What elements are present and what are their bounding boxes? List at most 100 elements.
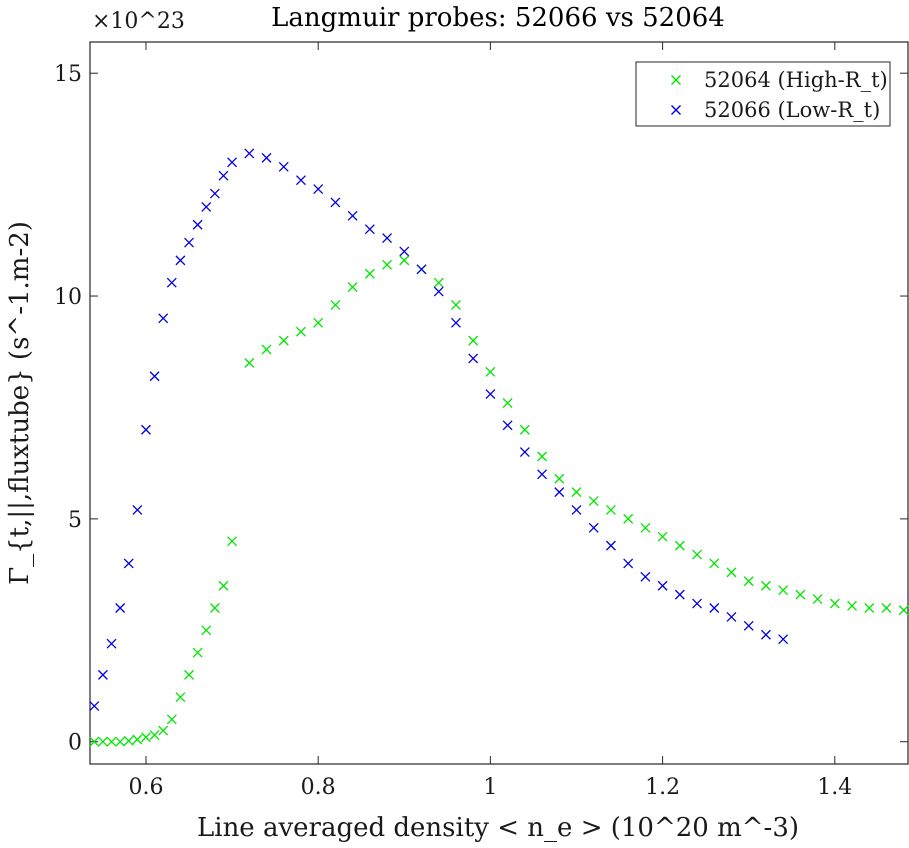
data-point (760, 629, 771, 640)
data-point (778, 585, 789, 596)
data-point (313, 317, 324, 328)
data-point (261, 152, 272, 163)
data-point (571, 487, 582, 498)
data-point (502, 398, 513, 408)
y-axis-label: Γ_{t,||,fluxtube} (s^-1.m-2) (5, 221, 35, 585)
data-point (330, 197, 341, 208)
legend-box (635, 61, 891, 127)
data-point (166, 277, 177, 288)
data-point (175, 255, 186, 266)
data-point (554, 473, 565, 484)
legend-label: 52064 (High-R_t) (704, 68, 888, 92)
data-point (218, 170, 229, 181)
data-point (571, 505, 582, 515)
data-point (795, 589, 806, 600)
data-point (674, 540, 685, 551)
data-point (123, 558, 134, 569)
legend-marker (671, 105, 681, 115)
data-point (106, 736, 117, 747)
legend-label: 52066 (Low-R_t) (704, 98, 880, 122)
data-point (416, 264, 427, 275)
data-point (278, 161, 289, 172)
data-point (588, 496, 599, 507)
series-0 (89, 255, 909, 747)
data-point (692, 598, 703, 609)
data-point (657, 531, 668, 542)
data-point (743, 576, 754, 587)
data-point (295, 175, 306, 186)
data-point (313, 184, 324, 195)
axis-ticks: 0.6 0.8 1 1.2 1.4 0 5 10 15 (54, 42, 908, 800)
data-point (132, 734, 143, 745)
data-point (778, 634, 789, 645)
data-point (709, 558, 720, 569)
legend-entries: 52064 (High-R_t) 52066 (Low-R_t) (671, 68, 888, 122)
data-point (468, 353, 479, 364)
data-point (485, 389, 496, 400)
data-point (201, 201, 212, 212)
data-point (588, 522, 599, 533)
data-point (149, 730, 160, 740)
data-point (829, 598, 840, 609)
data-point (847, 600, 857, 611)
data-point (382, 259, 393, 270)
data-point (295, 326, 306, 337)
data-point (364, 224, 375, 235)
data-point (399, 255, 410, 266)
data-point (433, 286, 444, 297)
data-point (537, 451, 548, 462)
data-point (244, 148, 255, 159)
data-point (485, 366, 496, 377)
data-point (692, 549, 703, 560)
data-point (623, 558, 634, 569)
data-point (166, 714, 177, 725)
data-point (115, 603, 126, 613)
legend: 52064 (High-R_t) 52066 (Low-R_t) (635, 61, 891, 127)
data-point (502, 420, 513, 431)
data-point (726, 611, 737, 622)
data-point (244, 357, 255, 368)
data-point (347, 210, 358, 221)
data-point (201, 625, 212, 636)
plot-area (89, 41, 909, 765)
data-point (605, 540, 616, 551)
data-point (132, 505, 143, 515)
data-point (123, 735, 134, 746)
data-point (192, 219, 203, 230)
data-point (278, 335, 289, 346)
data-point (89, 701, 100, 712)
y-exponent-label: ×10^23 (92, 9, 185, 34)
data-point (209, 188, 220, 199)
data-point (175, 692, 186, 703)
data-point (141, 732, 151, 743)
data-point (106, 638, 117, 649)
data-point (89, 736, 100, 747)
x-axis-label: Line averaged density < n_e > (10^20 m^-… (197, 813, 799, 843)
data-point (382, 233, 393, 244)
data-point (519, 424, 530, 435)
data-point (261, 344, 272, 355)
data-point (184, 669, 194, 680)
data-point (674, 589, 685, 600)
y-tick-label: 5 (68, 508, 82, 533)
data-point (330, 299, 341, 310)
data-point (433, 277, 444, 288)
data-point (184, 237, 194, 248)
data-point (640, 571, 651, 582)
data-point (468, 335, 479, 346)
data-point (158, 725, 169, 736)
data-point (364, 268, 375, 279)
chart-title: Langmuir probes: 52066 vs 52064 (271, 3, 725, 33)
data-point (881, 603, 892, 613)
data-point (743, 620, 754, 631)
x-tick-label: 1.4 (817, 775, 852, 800)
data-point (605, 505, 616, 515)
data-point (227, 536, 238, 547)
data-point (141, 424, 151, 435)
data-point (812, 594, 823, 605)
data-point (657, 580, 668, 591)
series-1 (89, 148, 789, 712)
data-point (709, 603, 720, 613)
data-point (97, 736, 108, 747)
